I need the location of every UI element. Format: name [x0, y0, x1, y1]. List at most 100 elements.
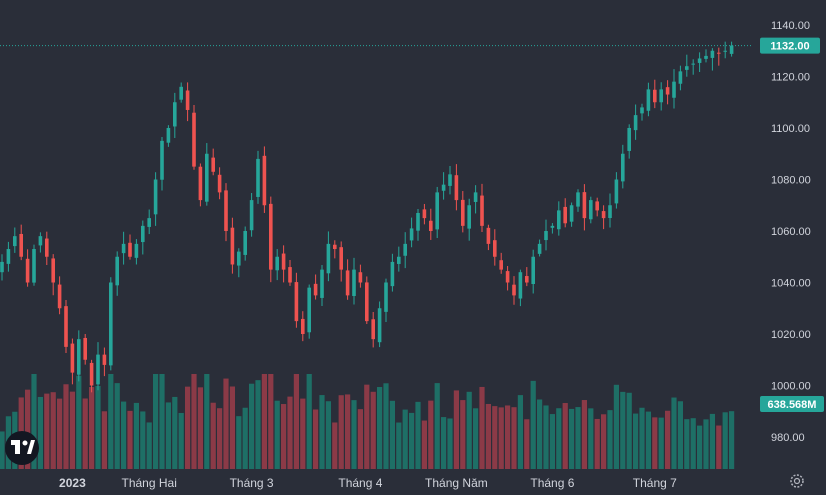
- candle: [339, 241, 343, 282]
- price-tick-label: 1140.00: [771, 20, 810, 32]
- candle: [102, 347, 107, 377]
- volume-bar: [485, 403, 491, 469]
- candle: [704, 49, 708, 63]
- volume-bar: [409, 412, 415, 469]
- candle: [320, 264, 324, 306]
- price-tick-label: 980.00: [771, 432, 805, 444]
- candle: [166, 125, 171, 147]
- volume-bar: [82, 398, 88, 469]
- candle: [89, 359, 94, 393]
- candle: [576, 189, 580, 212]
- price-axis[interactable]: 1140.00 1120.00 1100.00 1080.00 1060.00 1040.…: [771, 20, 811, 444]
- settings-gear-icon[interactable]: [790, 474, 804, 488]
- candle: [697, 52, 702, 72]
- candle: [13, 227, 17, 253]
- volume-bar: [556, 408, 562, 469]
- candle: [352, 257, 356, 305]
- time-tick-label: Tháng 7: [633, 476, 677, 490]
- candle: [441, 172, 446, 200]
- candle: [224, 183, 228, 242]
- volume-bar: [108, 374, 114, 469]
- candle: [729, 41, 734, 57]
- time-tick-label: Tháng Hai: [122, 476, 177, 490]
- price-tick-label: 1120.00: [771, 72, 810, 84]
- candle: [281, 245, 286, 283]
- candle: [512, 276, 516, 305]
- last-volume-label: 638.568M: [768, 399, 817, 411]
- volume-bars: [0, 374, 735, 469]
- candle: [627, 124, 631, 159]
- volume-bar: [505, 405, 511, 469]
- candle: [147, 209, 151, 235]
- time-axis[interactable]: 2023 Tháng Hai Tháng 3 Tháng 4 Tháng Năm Thán…: [59, 476, 677, 490]
- candle: [192, 105, 196, 170]
- candle: [70, 338, 75, 385]
- candle: [307, 284, 311, 339]
- volume-bar: [722, 412, 728, 469]
- candle: [377, 301, 382, 348]
- volume-bar: [677, 401, 683, 469]
- candle: [473, 185, 478, 214]
- candle: [717, 47, 721, 66]
- candle: [160, 137, 164, 191]
- candles: [0, 41, 734, 393]
- volume-bar: [684, 419, 690, 469]
- candle: [6, 241, 11, 272]
- volume-bar: [300, 398, 306, 469]
- volume-bar: [377, 387, 383, 469]
- volume-bar: [453, 390, 459, 469]
- candle: [665, 80, 670, 105]
- candle: [480, 183, 484, 232]
- volume-bar: [562, 403, 568, 469]
- volume-bar: [729, 411, 735, 469]
- candle: [448, 166, 452, 195]
- candle: [537, 239, 542, 257]
- candle: [0, 254, 4, 281]
- candle: [249, 192, 254, 237]
- volume-bar: [127, 410, 133, 469]
- volume-bar: [607, 410, 613, 469]
- candle: [269, 196, 273, 283]
- price-tick-label: 1100.00: [771, 123, 810, 135]
- candle: [435, 186, 439, 238]
- candle: [589, 196, 593, 224]
- candle: [723, 41, 727, 59]
- volume-bar: [466, 391, 472, 469]
- volume-bar: [620, 391, 626, 469]
- candle: [358, 264, 363, 288]
- volume-bar: [332, 422, 338, 469]
- last-volume-tag: 638.568M: [760, 396, 824, 412]
- last-price-label: 1132.00: [770, 41, 809, 53]
- candle: [115, 251, 119, 296]
- volume-bar: [690, 418, 696, 469]
- volume-bar: [709, 413, 715, 469]
- volume-bar: [357, 409, 363, 469]
- candle: [141, 220, 145, 255]
- volume-bar: [249, 383, 255, 469]
- volume-bar: [639, 407, 645, 469]
- volume-bar: [543, 405, 549, 469]
- volume-bar: [165, 402, 171, 469]
- volume-bar: [172, 396, 178, 469]
- volume-bar: [524, 419, 530, 469]
- candle: [659, 82, 663, 111]
- candle: [409, 217, 414, 248]
- volume-bar: [370, 391, 376, 469]
- volume-bar: [63, 384, 69, 469]
- candle: [57, 276, 62, 315]
- price-tick-label: 1040.00: [771, 278, 811, 290]
- time-tick-label: Tháng Năm: [425, 476, 488, 490]
- volume-bar: [133, 402, 139, 469]
- price-tick-label: 1060.00: [771, 226, 811, 238]
- volume-bar: [473, 408, 479, 469]
- volume-bar: [95, 385, 101, 469]
- volume-bar: [338, 395, 344, 469]
- volume-bar: [479, 386, 485, 469]
- volume-bar: [498, 407, 504, 469]
- volume-bar: [191, 374, 197, 469]
- volume-bar: [569, 408, 575, 469]
- candle: [32, 244, 36, 286]
- volume-bar: [594, 418, 600, 469]
- tradingview-logo-icon[interactable]: [5, 431, 39, 465]
- volume-bar: [76, 375, 82, 469]
